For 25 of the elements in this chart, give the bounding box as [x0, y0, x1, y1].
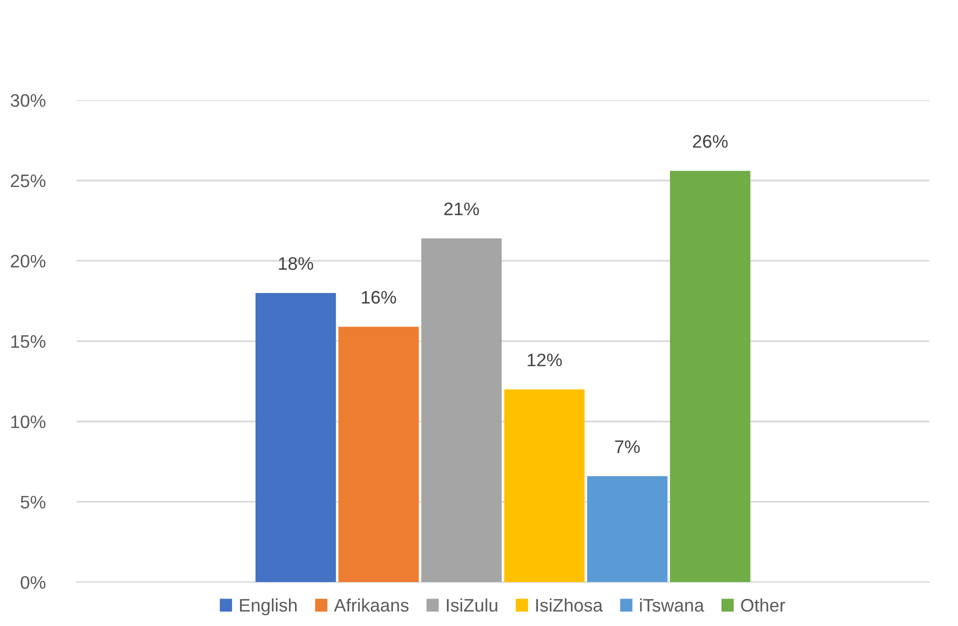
data-label: 12%	[528, 354, 562, 366]
legend-label: iTswana	[640, 598, 704, 612]
bar	[504, 389, 585, 582]
bar	[670, 170, 750, 582]
y-tick-label: 0%	[20, 576, 46, 589]
data-label: 26%	[693, 135, 728, 148]
y-tick-label: 15%	[11, 335, 46, 348]
y-tick-label: 5%	[20, 496, 46, 509]
y-tick-label: 20%	[10, 254, 46, 268]
legend-label: Other	[741, 598, 786, 612]
legend-label: IsiZhosa	[536, 598, 603, 612]
data-label: 7%	[615, 440, 640, 454]
bar	[421, 238, 502, 582]
y-tick-label: 10%	[11, 415, 46, 428]
legend-label: English	[240, 598, 297, 616]
bar	[338, 326, 419, 582]
legend-label: IsiZulu	[446, 598, 498, 612]
bar	[587, 476, 668, 582]
bar	[256, 292, 336, 582]
data-label: 16%	[362, 290, 396, 304]
data-label: 21%	[444, 202, 479, 216]
y-tick-label: 25%	[10, 174, 46, 188]
data-label: 18%	[279, 257, 314, 270]
legend-label: Afrikaans	[334, 598, 409, 612]
y-tick-label: 30%	[10, 94, 46, 107]
